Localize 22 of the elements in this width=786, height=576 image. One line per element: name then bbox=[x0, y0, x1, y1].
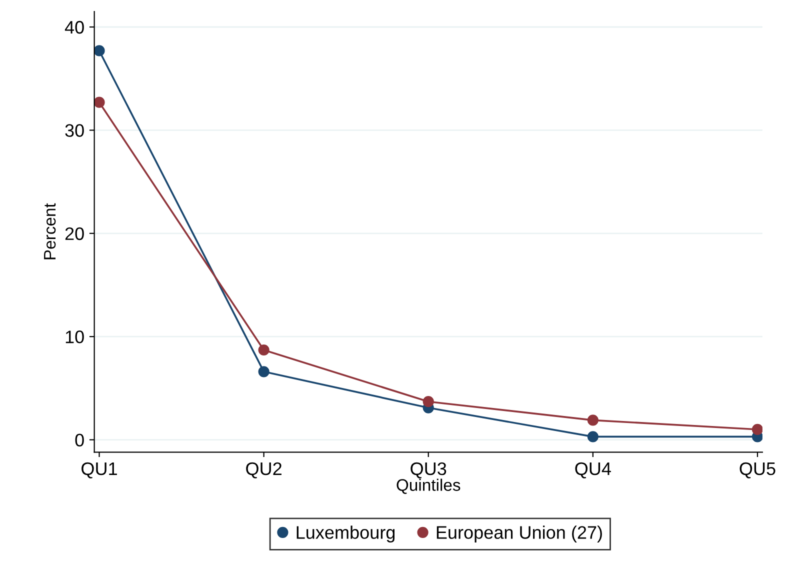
point bbox=[258, 366, 270, 378]
x-tick-label: QU1 bbox=[82, 462, 117, 478]
point bbox=[422, 396, 434, 408]
point bbox=[94, 45, 105, 56]
point bbox=[752, 424, 762, 436]
x-axis-title: Quintiles bbox=[396, 478, 460, 494]
legend-label: European Union (27) bbox=[436, 526, 602, 542]
y-axis-title: Percent bbox=[44, 203, 56, 260]
y-tick-label: 0 bbox=[75, 434, 84, 446]
x-tick-label: QU3 bbox=[410, 462, 446, 478]
point bbox=[258, 344, 270, 356]
x-tick-label: QU4 bbox=[575, 462, 611, 478]
y-tick-label: 30 bbox=[65, 124, 84, 137]
x-tick-label: QU5 bbox=[740, 462, 776, 478]
point bbox=[587, 431, 598, 442]
legend-label: Luxembourg bbox=[296, 526, 395, 542]
x-tick-label: QU2 bbox=[246, 462, 282, 478]
y-tick-label: 20 bbox=[65, 227, 84, 240]
y-tick-label: 40 bbox=[64, 20, 84, 34]
y-tick-label: 10 bbox=[66, 330, 84, 344]
point bbox=[587, 414, 598, 426]
point bbox=[94, 96, 105, 108]
